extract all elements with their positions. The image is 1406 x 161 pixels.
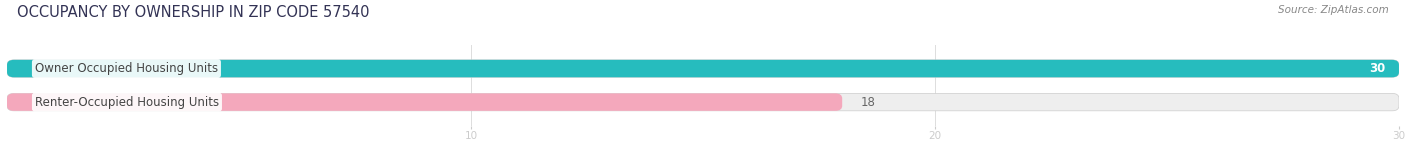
FancyBboxPatch shape [7,60,1399,77]
Text: 30: 30 [1369,62,1385,75]
FancyBboxPatch shape [7,93,1399,111]
Text: Source: ZipAtlas.com: Source: ZipAtlas.com [1278,5,1389,15]
Text: Owner Occupied Housing Units: Owner Occupied Housing Units [35,62,218,75]
Text: Renter-Occupied Housing Units: Renter-Occupied Housing Units [35,96,219,109]
FancyBboxPatch shape [7,60,1399,77]
FancyBboxPatch shape [7,93,842,111]
Text: 18: 18 [860,96,876,109]
Text: OCCUPANCY BY OWNERSHIP IN ZIP CODE 57540: OCCUPANCY BY OWNERSHIP IN ZIP CODE 57540 [17,5,370,20]
